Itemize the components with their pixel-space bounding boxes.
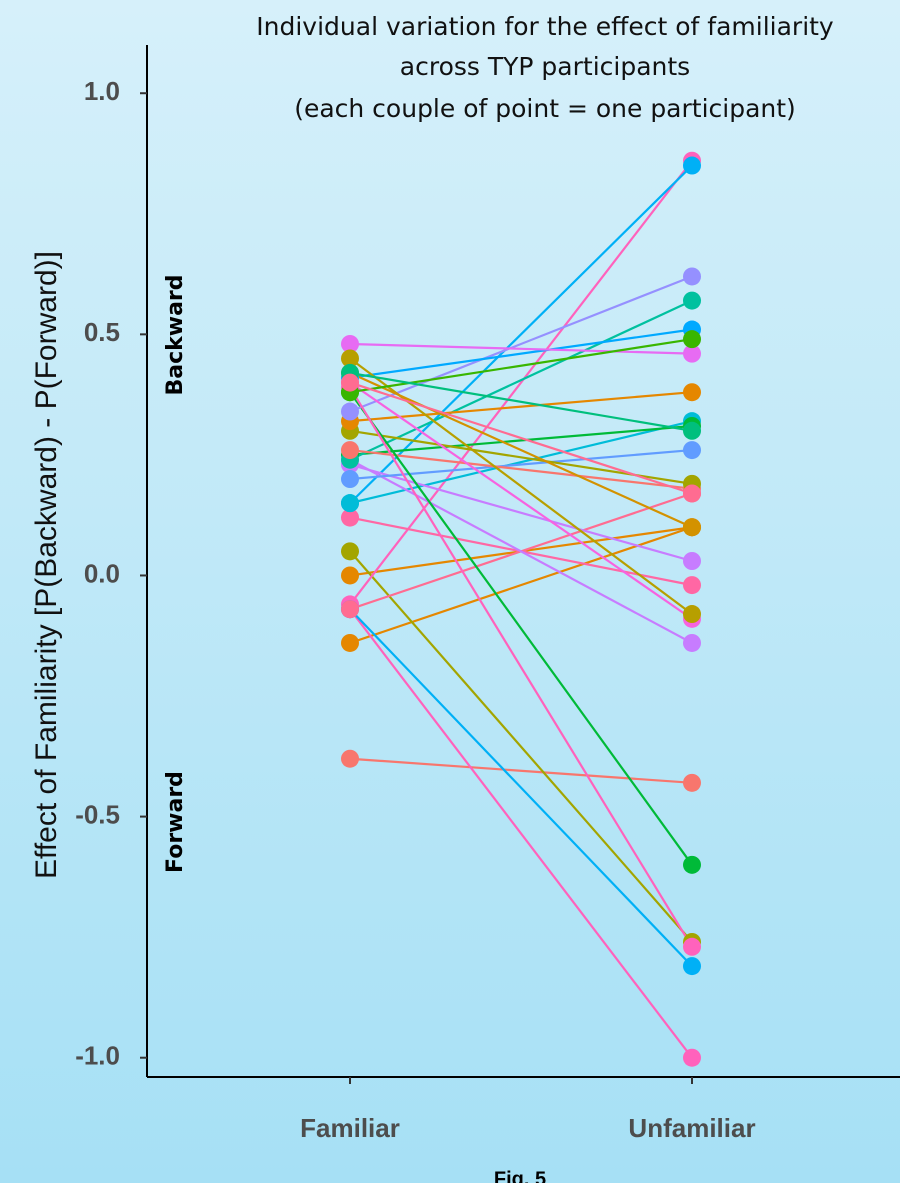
point [683, 773, 701, 792]
slope-line [349, 424, 693, 457]
slope-line [349, 448, 693, 490]
point [341, 441, 359, 460]
slope-line [349, 342, 693, 355]
point [341, 373, 359, 392]
y-tick-label: -1.0 [75, 1041, 120, 1071]
slope-line [349, 164, 693, 504]
point [683, 291, 701, 310]
slope-line [349, 381, 693, 620]
chart-title: Individual variation for the effect of f… [256, 12, 834, 41]
point [341, 349, 359, 368]
point [683, 383, 701, 402]
point [683, 421, 701, 440]
slope-line [349, 381, 693, 495]
slope-line [349, 371, 693, 432]
point [341, 494, 359, 513]
point [341, 402, 359, 421]
point [683, 1048, 701, 1067]
slope-line [349, 608, 693, 1059]
slope-line [349, 550, 693, 943]
annotation: Backward [163, 274, 188, 395]
y-tick-label: -0.5 [75, 799, 120, 829]
x-tick-label: Familiar [300, 1113, 400, 1143]
point [683, 267, 701, 286]
slope-line [349, 371, 693, 529]
y-axis-title: Effect of Familiarity [P(Backward) - P(F… [30, 251, 63, 879]
point [683, 855, 701, 874]
slope-line [349, 299, 693, 461]
point [683, 484, 701, 503]
point [683, 441, 701, 460]
point [683, 156, 701, 175]
point [683, 937, 701, 956]
slope-line [349, 757, 693, 784]
slope-line [349, 391, 693, 423]
point [683, 576, 701, 595]
slope-line [349, 448, 693, 481]
point [341, 542, 359, 561]
point [683, 330, 701, 349]
point [341, 749, 359, 768]
point [341, 600, 359, 619]
point [341, 633, 359, 652]
point [683, 518, 701, 537]
slope-line [349, 391, 693, 866]
point [341, 470, 359, 489]
point [341, 566, 359, 585]
point [683, 552, 701, 570]
y-tick-label: 0.0 [84, 558, 120, 588]
chart-title: across TYP participants [400, 52, 690, 81]
y-tick-label: 0.5 [84, 317, 120, 347]
slope-line [349, 608, 693, 967]
annotation: Forward [163, 771, 188, 873]
slope-line [349, 458, 693, 644]
point [683, 605, 701, 624]
slope-line [349, 386, 693, 948]
chart-title: (each couple of point = one participant) [294, 94, 796, 123]
slope-line [349, 463, 693, 563]
y-tick-label: 1.0 [84, 76, 120, 106]
point [683, 633, 701, 652]
slope-line [349, 328, 693, 379]
caption: Fig. 5 [494, 1168, 546, 1183]
slope-line [349, 160, 693, 606]
x-tick-label: Unfamiliar [628, 1113, 755, 1143]
slope-line [349, 526, 693, 645]
point [341, 508, 359, 527]
point [683, 957, 701, 976]
point [683, 344, 701, 363]
point [341, 334, 359, 353]
slope-line [349, 275, 693, 413]
